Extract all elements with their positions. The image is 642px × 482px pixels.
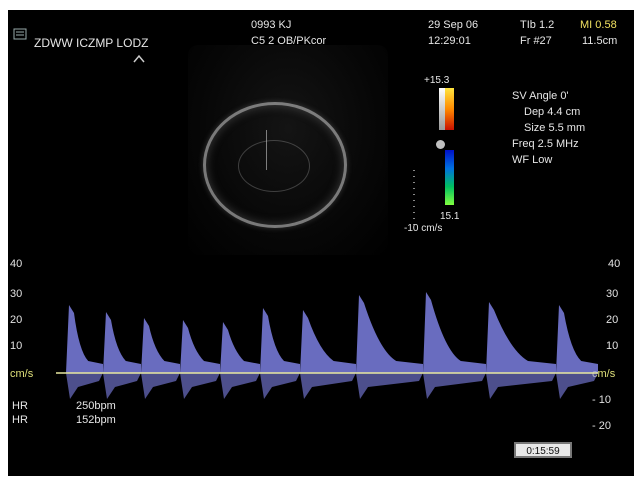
doppler-reverse-flow	[356, 373, 423, 399]
sv-angle: SV Angle 0'	[512, 90, 569, 102]
hr-label-2: HR	[12, 414, 28, 426]
left-unit-label: cm/s	[10, 368, 34, 380]
hr-label-1: HR	[12, 400, 28, 412]
doppler-reverse-flow	[486, 373, 556, 399]
exam-date: 29 Sep 06	[428, 19, 479, 31]
doppler-reverse-flow	[220, 373, 260, 399]
hr-value-2: 152bpm	[76, 414, 116, 426]
left-tick-30: 30	[10, 288, 23, 300]
right-tick-30: 30	[606, 288, 619, 300]
doppler-reverse-flow	[66, 373, 103, 399]
left-tick-40: 40	[10, 258, 23, 270]
colorbar-bottom-label: 15.1	[440, 211, 460, 222]
doppler-reverse-flow	[141, 373, 180, 399]
doppler-reverse-flow	[260, 373, 300, 399]
doppler-reverse-flow	[556, 373, 598, 399]
doppler-waveform-cycle	[423, 292, 486, 373]
sample-size: Size 5.5 mm	[524, 122, 586, 134]
probe-orientation-icon	[133, 54, 145, 63]
doppler-waveform-cycle	[260, 308, 300, 373]
colorbar-gray	[439, 88, 445, 130]
colorbar-unit-label: -10 cm/s	[404, 223, 443, 234]
left-tick-20: 20	[10, 314, 23, 326]
doppler-reverse-flow	[423, 373, 486, 399]
exam-time: 12:29:01	[428, 35, 471, 47]
doppler-sample-gate[interactable]	[266, 130, 267, 170]
mi-index: MI 0.58	[580, 19, 617, 31]
doppler-waveform-cycle	[66, 305, 103, 373]
right-tick-40: 40	[608, 258, 621, 270]
right-tick-minus-20: - 20	[592, 420, 611, 432]
right-tick-20: 20	[606, 314, 619, 326]
right-tick-minus-10: - 10	[592, 394, 611, 406]
doppler-reverse-flow	[103, 373, 141, 399]
sample-depth: Dep 4.4 cm	[524, 106, 581, 118]
right-tick-10: 10	[606, 340, 619, 352]
ultrasound-screen: ZDWW ICZMP LODZ 0993 KJ C5 2 OB/PKcor 29…	[8, 10, 634, 476]
tib-index: TIb 1.2	[520, 19, 555, 31]
display-depth: 11.5cm	[582, 35, 618, 47]
wall-filter: WF Low	[512, 154, 553, 166]
doppler-reverse-flow	[180, 373, 220, 399]
hr-value-1: 250bpm	[76, 400, 116, 412]
doppler-frequency: Freq 2.5 MHz	[512, 138, 579, 150]
depth-scale	[413, 170, 415, 230]
doppler-spectrum	[56, 292, 598, 399]
doppler-waveform-cycle	[556, 305, 598, 373]
frame-number: Fr #27	[520, 35, 552, 47]
patient-id: 0993 KJ	[251, 19, 292, 31]
doppler-waveform-cycle	[103, 312, 141, 373]
institution-name: ZDWW ICZMP LODZ	[34, 36, 149, 50]
colorbar-baseline-marker	[436, 140, 445, 149]
doppler-waveform-cycle	[486, 302, 556, 373]
logo-icon	[13, 28, 27, 40]
doppler-waveform-cycle	[141, 318, 180, 373]
colorbar-top-label: +15.3	[424, 75, 450, 86]
doppler-waveform-cycle	[180, 320, 220, 373]
fetal-head-outline	[203, 102, 347, 228]
left-tick-10: 10	[10, 340, 23, 352]
doppler-waveform-cycle	[300, 310, 356, 373]
doppler-waveform-cycle	[356, 295, 423, 373]
colorbar-negative	[445, 150, 454, 205]
fetal-head-inner-structure	[238, 140, 310, 192]
doppler-waveform-cycle	[220, 322, 260, 373]
doppler-reverse-flow	[300, 373, 356, 399]
cine-timer: 0:15:59	[514, 442, 572, 458]
colorbar-positive	[445, 88, 454, 130]
probe-preset: C5 2 OB/PKcor	[251, 35, 327, 47]
